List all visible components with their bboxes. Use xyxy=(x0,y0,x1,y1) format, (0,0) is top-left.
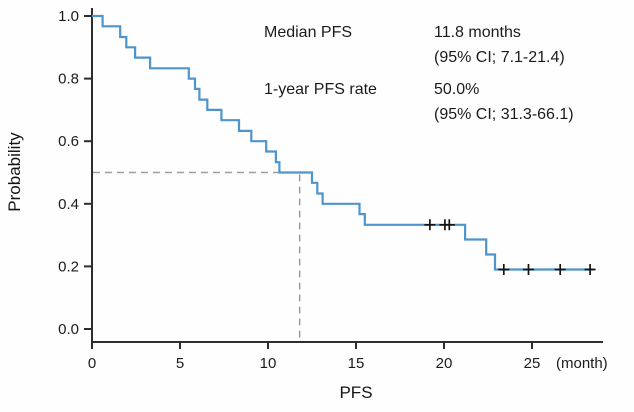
y-tick-label: 1.0 xyxy=(58,8,79,25)
y-axis-title: Probability xyxy=(5,132,24,212)
x-tick-label: 10 xyxy=(260,355,277,372)
x-unit-label: (month) xyxy=(556,355,608,372)
censor-mark xyxy=(498,264,510,275)
x-tick-label: 5 xyxy=(176,355,184,372)
one-year-pfs-ci: (95% CI; 31.3-66.1) xyxy=(434,106,574,123)
median-pfs-ci: (95% CI; 7.1-21.4) xyxy=(434,49,565,66)
y-tick-label: 0.0 xyxy=(58,321,79,338)
censor-mark xyxy=(584,264,596,275)
y-tick-label: 0.4 xyxy=(58,196,79,213)
median-pfs-value: 11.8 months xyxy=(434,24,521,41)
one-year-pfs-label: 1-year PFS rate xyxy=(264,81,377,98)
x-tick-label: 20 xyxy=(436,355,453,372)
one-year-pfs-values: 50.0% (95% CI; 31.3-66.1) xyxy=(434,77,574,127)
censor-mark xyxy=(443,219,455,231)
censor-mark xyxy=(523,264,534,275)
median-pfs-label: Median PFS xyxy=(264,24,353,41)
x-tick-label: 15 xyxy=(348,355,365,372)
stats-annotation: Median PFS 11.8 months (95% CI; 7.1-21.4… xyxy=(264,20,574,127)
x-tick-label: 0 xyxy=(88,355,96,372)
censor-mark xyxy=(424,219,436,231)
censor-mark xyxy=(554,264,566,275)
y-tick-label: 0.6 xyxy=(58,133,79,150)
x-axis-title: PFS xyxy=(339,383,372,402)
x-tick-label: 25 xyxy=(524,355,541,372)
y-tick-label: 0.2 xyxy=(58,258,79,275)
km-curve xyxy=(92,14,594,271)
one-year-pfs-value: 50.0% xyxy=(434,81,480,98)
y-tick-label: 0.8 xyxy=(58,71,79,88)
median-pfs-values: 11.8 months (95% CI; 7.1-21.4) xyxy=(434,20,574,70)
